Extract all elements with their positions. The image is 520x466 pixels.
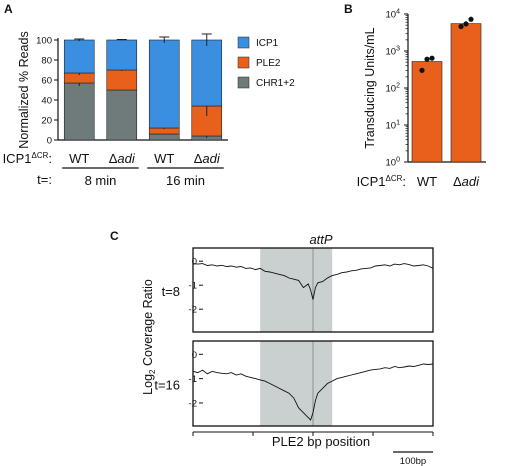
a-bar-icp1-2 xyxy=(148,39,180,129)
a-category-label: Δadi xyxy=(109,151,136,166)
c-y-tick-label: -1 xyxy=(189,374,197,385)
a-legend-swatch xyxy=(237,36,250,49)
c-title: attP xyxy=(309,232,332,247)
a-legend-swatch xyxy=(237,76,250,89)
a-legend-label: CHR1+2 xyxy=(256,78,295,89)
c-plot-frame xyxy=(192,340,434,427)
b-category-label: WT xyxy=(417,174,437,189)
c-y-tick-label: 0 xyxy=(192,350,197,361)
b-data-point xyxy=(463,21,469,27)
a-bar-icp1-1 xyxy=(106,39,138,71)
b-row-label: ICP1ΔCR: xyxy=(357,174,406,189)
b-data-point xyxy=(468,16,474,22)
c-y-tick-label: -2 xyxy=(189,398,197,409)
a-y-tick-label: 80 xyxy=(41,56,52,67)
c-coverage-line-0 xyxy=(192,263,434,300)
c-x-axis-title: PLE2 bp position xyxy=(272,434,370,449)
b-bar-0 xyxy=(411,61,443,163)
c-y-axis-title: Log2 Coverage Ratio xyxy=(141,279,157,395)
a-legend-label: ICP1 xyxy=(256,38,279,49)
a-legend-label: PLE2 xyxy=(256,58,281,69)
a-y-tick-label: 20 xyxy=(41,116,52,127)
a-bar-icp1-0 xyxy=(63,39,95,74)
b-data-point xyxy=(424,56,430,62)
panel-c-coverage-plots: attP Log2 Coverage Ratio 0 -1 -2 t=8 0 -1 -2 t=16… xyxy=(141,232,434,466)
panel-letter-c: C xyxy=(110,229,119,243)
a-category-label: WT xyxy=(154,151,174,166)
b-data-point xyxy=(419,67,425,73)
a-row-label: ICP1ΔCR: xyxy=(3,151,52,166)
b-y-tick-label: 100 xyxy=(386,157,401,169)
b-y-axis-title: Transducing Units/mL xyxy=(363,27,377,148)
a-bar-chr12-0 xyxy=(63,82,95,141)
a-legend-swatch xyxy=(237,56,250,69)
c-scalebar-label: 100bp xyxy=(400,456,426,466)
c-attp-shaded-region xyxy=(260,248,333,332)
b-y-tick-label: 103 xyxy=(386,46,401,58)
a-time-group-label: 16 min xyxy=(166,173,205,188)
b-data-point xyxy=(458,23,464,30)
c-coverage-line-1 xyxy=(192,363,434,421)
c-series-label: t=8 xyxy=(162,284,180,299)
a-category-label: WT xyxy=(69,151,89,166)
a-time-group-label: 8 min xyxy=(85,173,117,188)
a-category-label: Δadi xyxy=(194,151,221,166)
b-y-tick-label: 104 xyxy=(386,9,401,21)
panel-b-log-bar-chart: 100 101 102 103 104 Transducing Units/mL ICP1Δ… xyxy=(357,9,486,189)
panel-letter-a: A xyxy=(4,2,13,16)
b-category-label: Δadi xyxy=(453,174,480,189)
b-y-tick-label: 102 xyxy=(386,83,401,95)
a-y-axis-title: Normalized % Reads xyxy=(17,31,31,148)
a-y-tick-label: 60 xyxy=(41,76,52,87)
a-time-label: t=: xyxy=(37,172,52,187)
c-attp-shaded-region xyxy=(260,341,333,426)
c-plot-frame xyxy=(192,247,434,333)
a-y-tick-label: 100 xyxy=(36,36,52,47)
a-bar-chr12-2 xyxy=(148,133,180,141)
c-series-label: t=16 xyxy=(154,378,180,393)
b-data-point xyxy=(429,55,435,61)
c-y-tick-label: -1 xyxy=(189,281,197,292)
c-y-tick-label: 0 xyxy=(192,257,197,268)
a-bar-ple2-1 xyxy=(106,69,138,91)
panel-letter-b: B xyxy=(344,2,353,16)
a-y-tick-label: 0 xyxy=(47,136,52,147)
a-bar-chr12-1 xyxy=(106,89,138,141)
b-bar-1 xyxy=(450,23,482,163)
c-y-tick-label: -2 xyxy=(189,305,197,316)
a-bar-icp1-3 xyxy=(191,39,223,107)
panel-a-stacked-bar-chart: 0 20 40 60 80 100 Normalized % Reads ICP1 PLE2 CH… xyxy=(3,31,296,188)
b-y-tick-label: 101 xyxy=(386,120,401,132)
a-y-tick-label: 40 xyxy=(41,96,52,107)
